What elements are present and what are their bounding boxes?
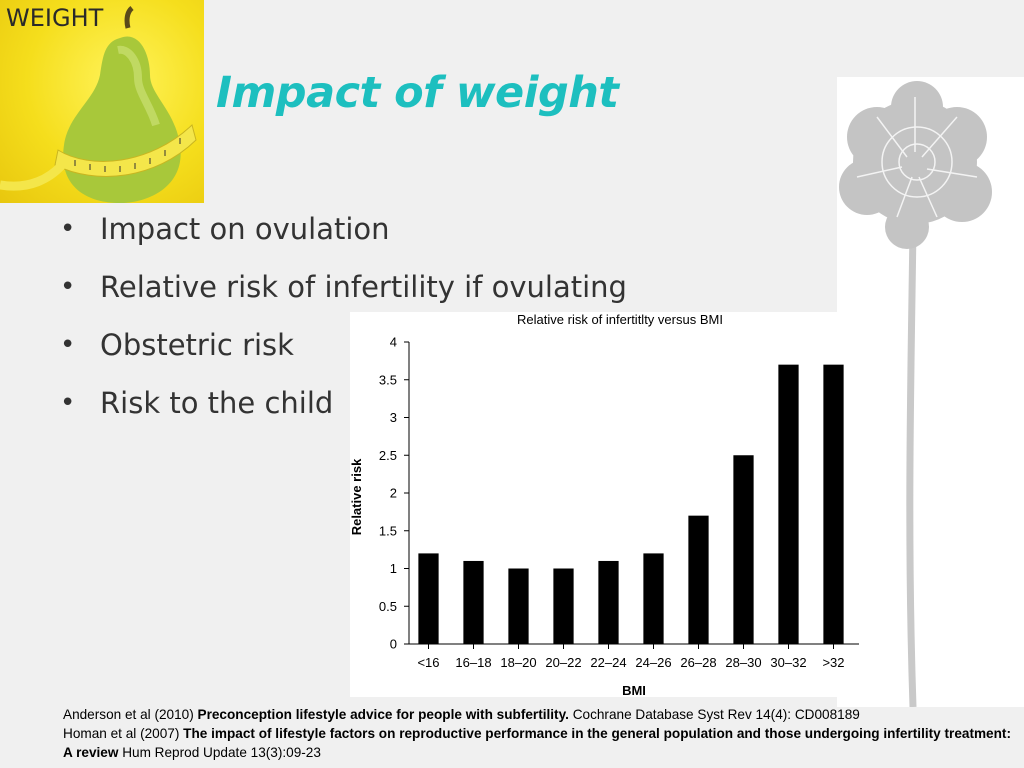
- bar: [688, 515, 709, 644]
- reference-authors: Anderson et al (2010): [63, 707, 194, 722]
- x-tick-label: <16: [417, 655, 439, 670]
- reference-authors: Homan et al (2007): [63, 726, 180, 741]
- x-tick-label: 20–22: [545, 655, 581, 670]
- y-axis-label: Relative risk: [350, 458, 364, 535]
- bullet-item: • Impact on ovulation: [58, 205, 627, 263]
- y-tick-label: 2: [390, 486, 397, 501]
- bars: [418, 364, 844, 644]
- x-axis-label: BMI: [622, 683, 646, 697]
- bar: [553, 568, 574, 644]
- bar: [508, 568, 529, 644]
- bar: [598, 560, 619, 644]
- bullet-item: • Relative risk of infertility if ovulati…: [58, 263, 627, 321]
- x-tick-label: 16–18: [455, 655, 491, 670]
- reference-source: Cochrane Database Syst Rev 14(4): CD0081…: [572, 707, 860, 722]
- x-tick-label: >32: [822, 655, 844, 670]
- bar: [643, 553, 664, 644]
- reference-title: The impact of lifestyle factors on repro…: [63, 726, 1011, 760]
- bullet-text: Relative risk of infertility if ovulatin…: [100, 270, 627, 304]
- bullet-list: • Impact on ovulation • Relative risk of i…: [58, 205, 627, 437]
- bullet-dot: •: [60, 388, 76, 418]
- y-tick-label: 3.5: [379, 372, 397, 387]
- y-ticks: 0 0.5 1 1.5 2 2.5 3 3.5 4: [379, 335, 409, 652]
- reference-item: Anderson et al (2010) Preconception life…: [63, 705, 1013, 724]
- dandelion-decoration: [837, 77, 1024, 707]
- bullet-dot: •: [60, 214, 76, 244]
- bullet-text: Risk to the child: [100, 386, 334, 420]
- chart-title: Relative risk of infertitlty versus BMI: [517, 312, 723, 327]
- references: Anderson et al (2010) Preconception life…: [63, 705, 1013, 762]
- reference-title: Preconception lifestyle advice for peopl…: [197, 707, 569, 722]
- bullet-text: Impact on ovulation: [100, 212, 390, 246]
- bullet-item: • Obstetric risk: [58, 321, 627, 379]
- pear-measuring-tape-image: WEIGHT: [0, 0, 204, 203]
- x-tick-label: 28–30: [725, 655, 761, 670]
- x-ticks: <16 16–18 18–20 20–22 22–24 24–26 26–28 28–30 30…: [417, 644, 845, 670]
- dandelion-illustration: [839, 81, 992, 707]
- reference-source: Hum Reprod Update 13(3):09-23: [122, 745, 321, 760]
- y-tick-label: 0.5: [379, 599, 397, 614]
- pear-illustration: [0, 6, 197, 203]
- y-tick-label: 4: [390, 335, 397, 350]
- chart-svg: Relative risk of infertitlty versus BMI …: [350, 312, 859, 697]
- bullet-dot: •: [60, 272, 76, 302]
- bar: [463, 560, 484, 644]
- x-tick-label: 22–24: [590, 655, 626, 670]
- y-tick-label: 1: [390, 561, 397, 576]
- bar: [418, 553, 439, 644]
- x-tick-label: 26–28: [680, 655, 716, 670]
- y-tick-label: 3: [390, 410, 397, 425]
- weight-image-label: WEIGHT: [6, 4, 104, 32]
- bullet-item: • Risk to the child: [58, 379, 627, 437]
- bullet-dot: •: [60, 330, 76, 360]
- reference-item: Homan et al (2007) The impact of lifesty…: [63, 724, 1013, 762]
- x-tick-label: 24–26: [635, 655, 671, 670]
- bar: [778, 364, 799, 644]
- y-tick-label: 2.5: [379, 448, 397, 463]
- bar: [823, 364, 844, 644]
- x-tick-label: 30–32: [770, 655, 806, 670]
- x-tick-label: 18–20: [500, 655, 536, 670]
- bar: [733, 455, 754, 644]
- y-tick-label: 0: [390, 637, 397, 652]
- y-tick-label: 1.5: [379, 523, 397, 538]
- slide-title: Impact of weight: [216, 68, 619, 118]
- bullet-text: Obstetric risk: [100, 328, 294, 362]
- bmi-risk-chart: Relative risk of infertitlty versus BMI …: [350, 312, 865, 697]
